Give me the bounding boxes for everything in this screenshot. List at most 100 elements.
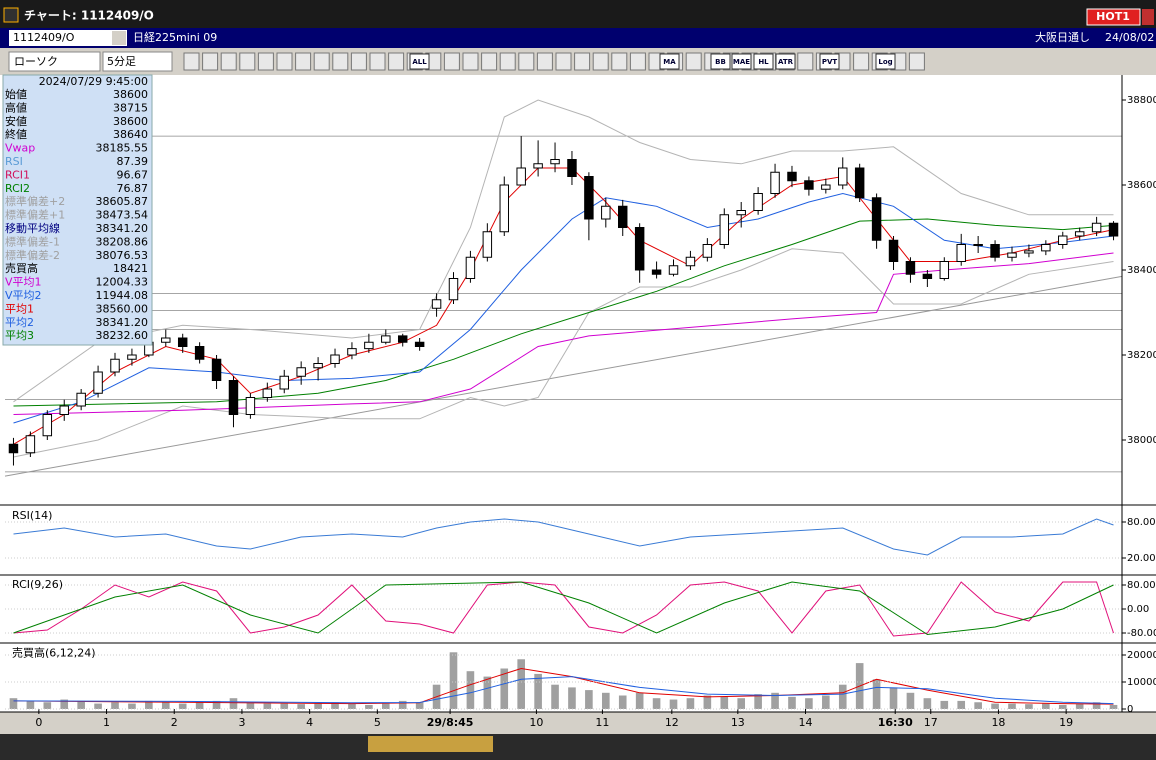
chart-area <box>0 75 1156 712</box>
tool-icon[interactable] <box>295 52 312 71</box>
info-label: RCI2 <box>5 182 30 195</box>
tool-icon[interactable] <box>220 52 237 71</box>
candle-body <box>888 239 899 262</box>
close-button[interactable] <box>1142 9 1154 25</box>
tool-button[interactable] <box>731 53 752 70</box>
volume-bar <box>991 703 999 709</box>
volume-bar <box>822 695 830 709</box>
volume-bar <box>178 703 187 709</box>
tool-icon[interactable] <box>499 52 516 71</box>
candle-body <box>211 358 222 381</box>
candle-body <box>76 392 86 407</box>
tool-icon[interactable] <box>313 52 330 71</box>
tool-button-label: MAE <box>733 58 750 66</box>
symbol-input[interactable] <box>9 30 127 46</box>
tool-icon[interactable] <box>555 52 572 71</box>
tool-icon[interactable] <box>276 52 293 71</box>
tool-icon[interactable] <box>257 52 274 71</box>
volume-bar <box>974 702 982 709</box>
scrollbar[interactable] <box>0 734 1156 760</box>
interval-select[interactable] <box>102 51 173 72</box>
info-value: 38232.60 <box>96 329 149 342</box>
tool-icon[interactable] <box>574 52 591 71</box>
info-label: V平均2 <box>5 289 42 302</box>
symbol-dropdown[interactable] <box>112 31 126 45</box>
tool-icon[interactable] <box>481 52 498 71</box>
tool-icon[interactable] <box>797 52 814 71</box>
tool-button[interactable] <box>659 53 680 70</box>
volume-bar <box>602 692 610 709</box>
volume-bar <box>1109 704 1118 709</box>
info-value: 96.67 <box>117 168 149 181</box>
tool-button-label: ALL <box>412 58 427 66</box>
chart-style: ローソク <box>14 55 58 68</box>
x-tick-label: 4 <box>306 716 313 729</box>
tool-button[interactable] <box>409 53 430 70</box>
volume-average-line <box>13 676 1114 705</box>
candle-body <box>228 380 239 415</box>
volume-bar <box>618 695 627 709</box>
candle-body <box>550 159 560 165</box>
style-select[interactable] <box>8 51 101 72</box>
volume-bar <box>805 698 813 709</box>
candle-body <box>533 163 543 169</box>
tool-button[interactable] <box>875 53 896 70</box>
tool-button[interactable] <box>753 53 774 70</box>
tool-icon[interactable] <box>388 52 405 71</box>
scroll-thumb[interactable] <box>368 736 493 752</box>
tool-icon[interactable] <box>611 52 628 71</box>
volume-bar <box>314 703 322 709</box>
volume-bar <box>652 698 661 709</box>
tool-icon[interactable] <box>350 52 367 71</box>
tool-icon[interactable] <box>685 52 702 71</box>
volume-bar <box>585 690 593 709</box>
candle-body <box>516 167 526 186</box>
x-tick-label: 17 <box>924 716 938 729</box>
tool-button[interactable] <box>775 53 796 70</box>
candle-body <box>770 171 780 194</box>
tool-icon[interactable] <box>332 52 349 71</box>
y-tick-label: 0 <box>1127 704 1133 715</box>
volume-bar <box>398 700 407 709</box>
volume-bar <box>534 673 542 709</box>
hot-button[interactable] <box>1086 8 1141 26</box>
volume-bar <box>60 699 69 709</box>
tool-icon[interactable] <box>239 52 256 71</box>
tool-icon[interactable] <box>629 52 646 71</box>
panel-title: RCI(9,26) <box>12 578 63 591</box>
info-label: 始値 <box>5 87 27 101</box>
info-label: 標準偏差+2 <box>5 194 65 208</box>
tool-icon[interactable] <box>853 52 870 71</box>
info-value: 38341.20 <box>96 316 149 329</box>
candle-body <box>634 227 645 271</box>
panel-title: 売買高(6,12,24) <box>12 646 96 660</box>
tool-icon[interactable] <box>183 52 200 71</box>
volume-bar <box>568 687 576 709</box>
info-label: 標準偏差-1 <box>5 234 60 248</box>
tool-icon[interactable] <box>908 52 925 71</box>
volume-bar <box>703 695 712 709</box>
tool-icon[interactable] <box>369 52 386 71</box>
volume-bar <box>449 652 458 709</box>
tool-icon[interactable] <box>592 52 609 71</box>
volume-bar <box>9 698 18 709</box>
tool-icon[interactable] <box>443 52 460 71</box>
volume-bar <box>348 703 356 709</box>
tool-icon[interactable] <box>462 52 479 71</box>
y-tick-label: 38200 <box>1127 350 1156 361</box>
info-value: 76.87 <box>117 182 149 195</box>
info-value: 38715 <box>113 101 148 114</box>
tool-button[interactable] <box>710 53 731 70</box>
y-tick-label: 38400 <box>1127 265 1156 276</box>
candle-body <box>245 397 256 415</box>
tool-icon[interactable] <box>536 52 553 71</box>
tool-button[interactable] <box>819 53 840 70</box>
tool-icon[interactable] <box>202 52 219 71</box>
tool-icon[interactable] <box>518 52 535 71</box>
tool-button-label: ATR <box>778 58 794 66</box>
info-label: 終値 <box>5 127 27 141</box>
panel-title: RSI(14) <box>12 509 52 522</box>
candle-body <box>279 375 289 390</box>
volume-bar <box>635 692 644 709</box>
